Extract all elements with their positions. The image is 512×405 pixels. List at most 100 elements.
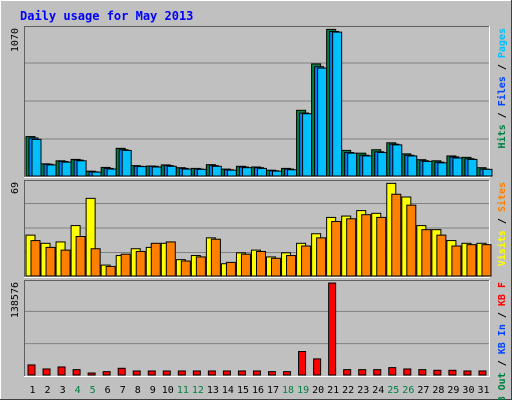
bar-kb-f-day-30 [463,370,472,376]
x-tick-label-day-27: 27 [417,385,429,396]
bar-pages-day-14 [226,169,237,177]
bar-pages-day-11 [181,168,192,177]
x-tick-label-day-30: 30 [462,385,474,396]
bar-sites-day-11 [180,260,191,277]
bar-pages-day-26 [407,155,418,177]
bar-kb-f-day-5 [87,372,96,376]
bar-kb-f-day-17 [268,371,277,376]
bar-kb-f-day-25 [388,367,397,376]
legend-item-kb-in: KB In [497,324,508,354]
bar-sites-day-23 [361,214,372,277]
bar-pages-day-10 [166,165,177,177]
bar-kb-f-day-15 [237,370,246,376]
legend-item-kb-out: KB Out [497,372,508,400]
bar-pages-day-31 [482,168,493,177]
x-tick-label-day-10: 10 [162,385,174,396]
bar-kb-f-day-20 [313,358,322,376]
x-tick-label-day-7: 7 [120,385,126,396]
bar-pages-day-1 [31,138,42,177]
bar-sites-day-30 [466,244,477,277]
bar-sites-day-7 [120,253,131,277]
bar-kb-f-day-27 [418,369,427,376]
legend-item-visits: Visits [496,230,508,266]
bar-kb-f-day-31 [478,370,487,376]
x-tick-label-day-25: 25 [387,385,399,396]
x-tick-label-day-4: 4 [75,385,81,396]
bar-sites-day-27 [421,229,432,277]
bar-sites-day-4 [75,235,86,277]
bar-pages-day-24 [377,151,388,177]
x-tick-label-day-2: 2 [45,385,51,396]
panel-2-ymax-label: 69 [10,182,21,194]
x-tick-label-day-12: 12 [192,385,204,396]
legend-separator: / [497,58,508,76]
x-tick-label-day-26: 26 [402,385,414,396]
legend-separator: / [497,106,508,124]
bar-pages-day-12 [196,168,207,177]
bar-pages-day-4 [76,160,87,177]
bar-sites-day-16 [255,250,266,277]
bar-pages-day-22 [347,152,358,177]
bar-sites-day-15 [240,253,251,277]
legend-separator: / [497,306,508,324]
legend-item-kb-f: KB F [497,282,508,306]
legend-separator: / [497,212,508,230]
bar-sites-day-24 [376,216,387,277]
x-tick-label-day-3: 3 [60,385,66,396]
bar-kb-f-day-11 [177,370,186,376]
bar-sites-day-22 [346,218,357,277]
bar-pages-day-16 [256,167,267,177]
x-tick-label-day-19: 19 [297,385,309,396]
bar-sites-day-28 [436,234,447,277]
panel-2-legend: Visits / Sites [496,182,508,266]
bar-kb-f-day-24 [373,369,382,376]
bar-pages-day-6 [106,168,117,177]
bar-sites-day-1 [30,240,41,277]
bar-kb-f-day-21 [328,282,337,376]
bar-kb-f-day-2 [42,368,51,376]
bar-kb-f-day-1 [27,364,36,376]
bar-pages-day-3 [61,161,72,177]
bar-pages-day-8 [136,166,147,177]
bar-kb-f-day-10 [162,370,171,376]
bar-kb-f-day-9 [147,370,156,376]
bar-sites-day-31 [481,244,492,277]
bar-sites-day-14 [225,261,236,277]
bar-sites-day-12 [195,256,206,277]
x-tick-label-day-20: 20 [312,385,324,396]
bar-pages-day-7 [121,149,132,177]
bar-kb-f-day-12 [192,370,201,376]
x-tick-label-day-24: 24 [372,385,384,396]
panel-1-legend: Hits / Files / Pages [496,28,508,148]
bar-pages-day-23 [362,155,373,177]
x-tick-label-day-23: 23 [357,385,369,396]
bar-pages-day-28 [437,162,448,177]
bar-sites-day-8 [135,250,146,277]
bar-sites-day-10 [165,241,176,277]
x-tick-label-day-18: 18 [282,385,294,396]
bar-sites-day-26 [406,204,417,277]
bar-pages-day-2 [46,164,57,177]
legend-separator: / [497,354,508,372]
bar-pages-day-29 [452,157,463,177]
x-tick-label-day-11: 11 [177,385,189,396]
legend-item-hits: Hits [496,124,508,148]
x-tick-label-day-15: 15 [237,385,249,396]
x-tick-label-day-17: 17 [267,385,279,396]
legend-item-files: Files [496,76,508,106]
bar-kb-f-day-8 [132,370,141,376]
bar-kb-f-day-16 [252,370,261,376]
bar-kb-f-day-3 [57,366,66,376]
bar-pages-day-20 [317,67,328,177]
x-tick-label-day-29: 29 [447,385,459,396]
bar-kb-f-day-7 [117,367,126,376]
chart-title: Daily usage for May 2013 [20,9,193,23]
legend-item-pages: Pages [497,28,508,58]
x-tick-label-day-14: 14 [222,385,234,396]
legend-item-sites: Sites [496,182,508,212]
bar-sites-day-2 [45,246,56,277]
bar-pages-day-9 [151,166,162,177]
x-tick-label-day-8: 8 [135,385,141,396]
panel-1-ymax-label: 1070 [10,28,21,52]
